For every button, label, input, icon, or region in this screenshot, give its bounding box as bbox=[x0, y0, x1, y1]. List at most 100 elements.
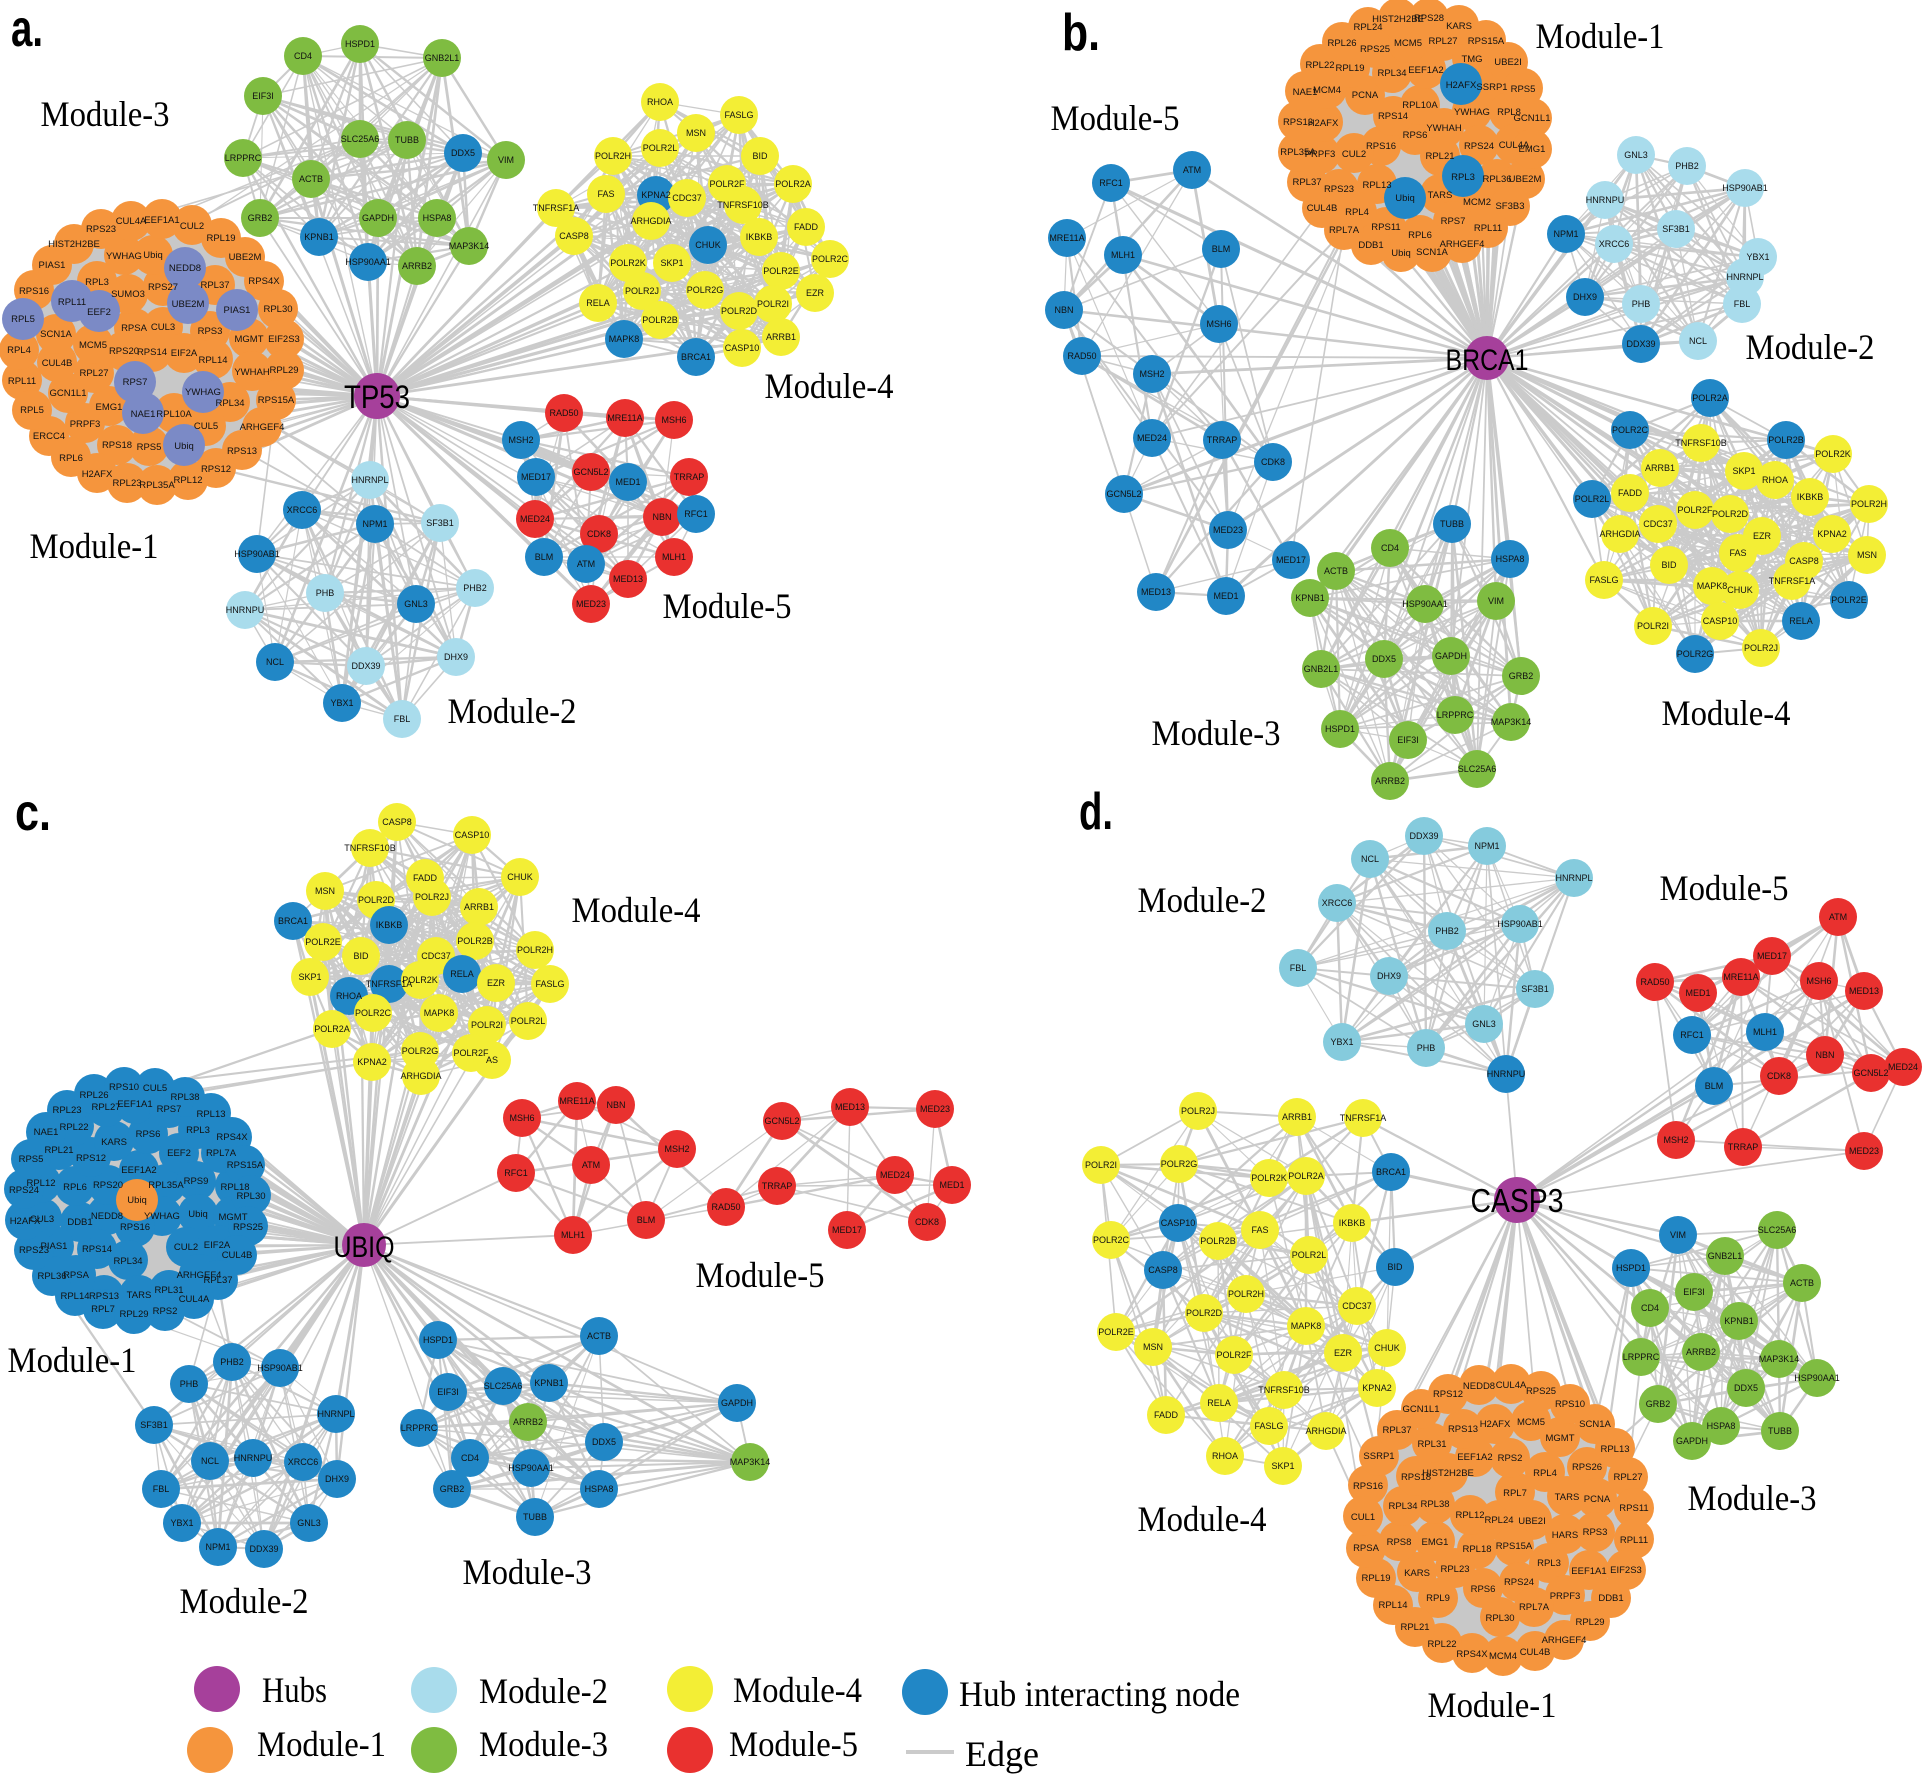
svg-text:Ubiq: Ubiq bbox=[174, 441, 194, 452]
svg-text:CUL2: CUL2 bbox=[180, 221, 204, 232]
svg-text:Ubiq: Ubiq bbox=[188, 1209, 208, 1220]
svg-text:RAD50: RAD50 bbox=[549, 408, 578, 418]
svg-text:ARRB1: ARRB1 bbox=[766, 332, 796, 342]
svg-text:RPL36: RPL36 bbox=[37, 1271, 66, 1282]
svg-text:NAE1: NAE1 bbox=[1293, 87, 1318, 98]
svg-text:KPNA2: KPNA2 bbox=[641, 190, 671, 200]
svg-text:CDK8: CDK8 bbox=[1261, 457, 1285, 467]
svg-text:NPM1: NPM1 bbox=[1553, 229, 1578, 239]
svg-text:IKBKB: IKBKB bbox=[376, 920, 403, 930]
svg-text:EEF2: EEF2 bbox=[167, 1148, 191, 1159]
svg-text:CUL4A: CUL4A bbox=[179, 1294, 210, 1305]
svg-text:ATM: ATM bbox=[582, 1160, 600, 1170]
svg-text:DHX9: DHX9 bbox=[325, 1474, 349, 1484]
svg-text:CUL1: CUL1 bbox=[1351, 1512, 1375, 1523]
svg-text:AS: AS bbox=[486, 1055, 498, 1065]
svg-text:MSH2: MSH2 bbox=[664, 1144, 689, 1154]
svg-text:BRCA1: BRCA1 bbox=[278, 916, 308, 926]
svg-text:NBN: NBN bbox=[1054, 305, 1073, 315]
svg-text:HSPD1: HSPD1 bbox=[1616, 1263, 1646, 1273]
svg-text:POLR2D: POLR2D bbox=[721, 306, 758, 316]
svg-text:SCN1A: SCN1A bbox=[1416, 247, 1448, 258]
svg-text:RPS5: RPS5 bbox=[137, 442, 162, 453]
svg-text:RPS11: RPS11 bbox=[1619, 1503, 1648, 1514]
svg-text:EEF1A1: EEF1A1 bbox=[117, 1099, 152, 1110]
svg-text:Edge: Edge bbox=[965, 1734, 1039, 1774]
svg-text:POLR2C: POLR2C bbox=[1612, 425, 1649, 435]
svg-text:NEDD8: NEDD8 bbox=[1463, 1381, 1495, 1392]
svg-text:RFC1: RFC1 bbox=[1680, 1030, 1704, 1040]
svg-text:GNB2L1: GNB2L1 bbox=[425, 53, 460, 63]
svg-text:CUL4B: CUL4B bbox=[42, 358, 73, 369]
svg-text:PIAS1: PIAS1 bbox=[41, 1241, 68, 1252]
svg-text:CDC37: CDC37 bbox=[672, 193, 702, 203]
svg-text:RPL29: RPL29 bbox=[119, 1309, 148, 1320]
svg-text:HSPA8: HSPA8 bbox=[1707, 1421, 1736, 1431]
svg-text:RFC1: RFC1 bbox=[1099, 178, 1123, 188]
svg-text:CD4: CD4 bbox=[461, 1453, 479, 1463]
svg-text:GCN5L2: GCN5L2 bbox=[1853, 1068, 1888, 1078]
svg-text:RPL27: RPL27 bbox=[91, 1102, 120, 1113]
svg-text:RPL23: RPL23 bbox=[1440, 1564, 1469, 1575]
svg-text:RFC1: RFC1 bbox=[684, 509, 708, 519]
svg-text:YWHAG: YWHAG bbox=[106, 251, 142, 262]
svg-text:POLR2F: POLR2F bbox=[453, 1048, 489, 1058]
svg-text:NAE1: NAE1 bbox=[131, 409, 156, 420]
svg-text:PHB2: PHB2 bbox=[1435, 926, 1459, 936]
svg-text:RPS7: RPS7 bbox=[123, 377, 148, 388]
svg-text:MCM5: MCM5 bbox=[79, 340, 107, 351]
svg-text:RPL27: RPL27 bbox=[1428, 36, 1457, 47]
svg-text:RPL4: RPL4 bbox=[1345, 207, 1369, 218]
svg-text:BID: BID bbox=[353, 951, 369, 961]
svg-text:RPS13: RPS13 bbox=[1283, 117, 1313, 128]
svg-text:RPS14: RPS14 bbox=[137, 347, 167, 358]
svg-text:GNL3: GNL3 bbox=[1472, 1019, 1496, 1029]
svg-text:Module-5: Module-5 bbox=[729, 1724, 858, 1764]
svg-text:MGMT: MGMT bbox=[234, 334, 263, 345]
svg-text:EIF2S3: EIF2S3 bbox=[268, 334, 300, 345]
svg-text:EZR: EZR bbox=[806, 288, 825, 298]
svg-text:TNFRSF10B: TNFRSF10B bbox=[344, 843, 396, 853]
svg-text:GRB2: GRB2 bbox=[1646, 1399, 1671, 1409]
svg-text:ARRB1: ARRB1 bbox=[1645, 463, 1675, 473]
svg-text:MSH6: MSH6 bbox=[1206, 319, 1231, 329]
svg-text:GAPDH: GAPDH bbox=[1676, 1436, 1708, 1446]
svg-text:ATM: ATM bbox=[577, 559, 595, 569]
svg-text:TRRAP: TRRAP bbox=[674, 472, 705, 482]
svg-text:RPL3: RPL3 bbox=[1451, 172, 1475, 183]
svg-text:CDK8: CDK8 bbox=[1767, 1071, 1791, 1081]
svg-text:CUL2: CUL2 bbox=[1342, 149, 1366, 160]
svg-text:DDX5: DDX5 bbox=[1372, 654, 1396, 664]
svg-text:ARRB1: ARRB1 bbox=[464, 902, 494, 912]
svg-text:ACTB: ACTB bbox=[587, 1331, 611, 1341]
svg-text:MED13: MED13 bbox=[1141, 587, 1171, 597]
svg-text:RPL6: RPL6 bbox=[63, 1182, 87, 1193]
svg-text:MAPK8: MAPK8 bbox=[1697, 581, 1728, 591]
svg-text:UBE2I: UBE2I bbox=[1494, 57, 1521, 68]
svg-text:Module-1: Module-1 bbox=[257, 1724, 386, 1764]
svg-text:RPL37: RPL37 bbox=[1382, 1425, 1411, 1436]
svg-text:EIF3I: EIF3I bbox=[1397, 735, 1419, 745]
svg-text:CHUK: CHUK bbox=[1374, 1343, 1400, 1353]
svg-text:RPS14: RPS14 bbox=[1378, 111, 1408, 122]
svg-text:RPL13: RPL13 bbox=[1600, 1444, 1629, 1455]
svg-text:KPNB1: KPNB1 bbox=[534, 1378, 564, 1388]
svg-text:Module-2: Module-2 bbox=[1746, 327, 1875, 367]
svg-text:MLH1: MLH1 bbox=[1753, 1027, 1777, 1037]
svg-text:c.: c. bbox=[15, 784, 51, 842]
svg-text:ARHGDIA: ARHGDIA bbox=[1599, 529, 1640, 539]
svg-text:ARHGDIA: ARHGDIA bbox=[630, 216, 671, 226]
svg-text:POLR2I: POLR2I bbox=[1637, 621, 1669, 631]
svg-text:Module-5: Module-5 bbox=[1051, 98, 1180, 138]
svg-text:SLC25A6: SLC25A6 bbox=[341, 134, 380, 144]
svg-text:CUL4B: CUL4B bbox=[1307, 203, 1338, 214]
svg-text:CUL5: CUL5 bbox=[194, 421, 218, 432]
svg-text:CUL4B: CUL4B bbox=[222, 1250, 253, 1261]
svg-text:RPL14: RPL14 bbox=[198, 355, 227, 366]
svg-text:VIM: VIM bbox=[1488, 596, 1504, 606]
svg-text:POLR2C: POLR2C bbox=[1093, 1235, 1130, 1245]
svg-text:SF3B1: SF3B1 bbox=[1662, 224, 1690, 234]
svg-text:PHB: PHB bbox=[316, 588, 335, 598]
svg-text:RPL27: RPL27 bbox=[1613, 1472, 1642, 1483]
svg-text:POLR2C: POLR2C bbox=[812, 254, 849, 264]
